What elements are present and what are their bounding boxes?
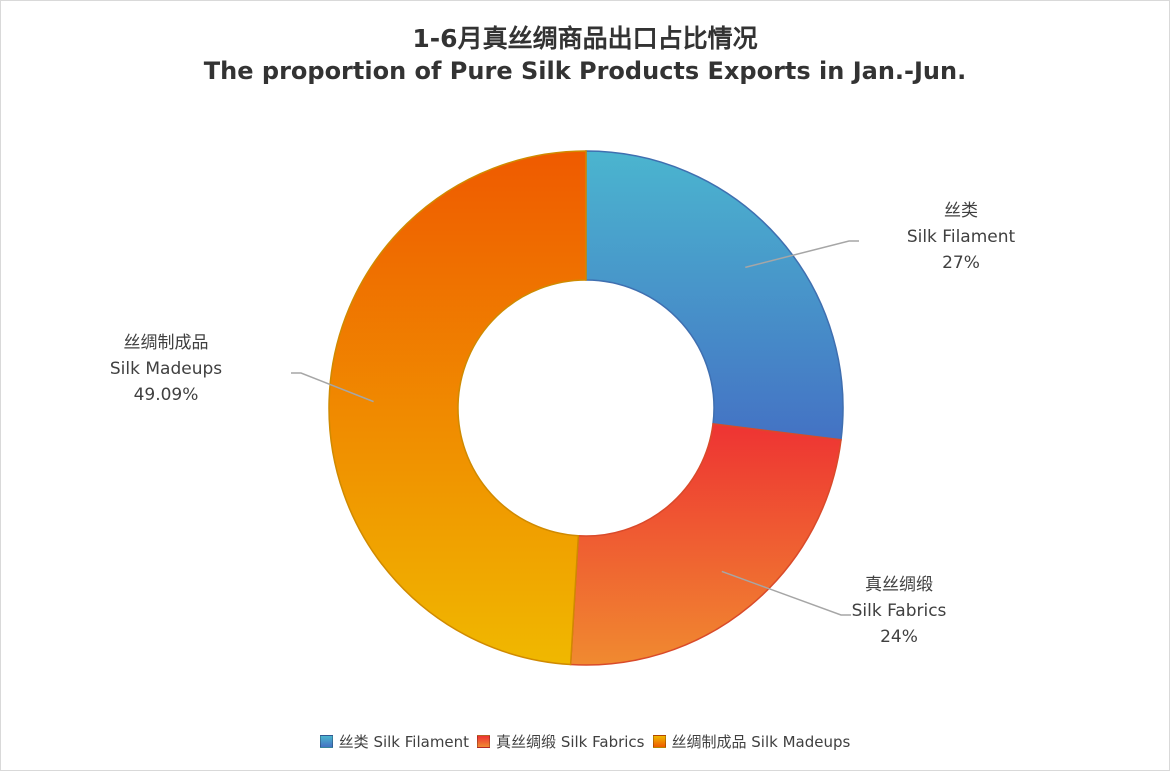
- data-label-en-3: Silk Madeups: [110, 359, 222, 379]
- leader-line-3: [291, 372, 374, 403]
- data-label-value-3: 49.09%: [134, 385, 199, 405]
- data-label-en-1: Silk Filament: [907, 227, 1016, 247]
- leader-line-1: [745, 240, 859, 269]
- donut-slice-3: [328, 150, 587, 666]
- data-label-en-2: Silk Fabrics: [852, 601, 947, 621]
- chart-subtitle: The proportion of Pure Silk Products Exp…: [203, 57, 967, 85]
- legend-label-3: 丝绸制成品 Silk Madeups: [671, 733, 851, 751]
- legend-label-2: 真丝绸缎 Silk Fabrics: [496, 733, 645, 751]
- chart-legend: 丝类 Silk Filament 真丝绸缎 Silk Fabrics 丝绸制成品 S…: [1, 731, 1169, 752]
- legend-swatch-3: [652, 735, 666, 748]
- leader-line-2: [721, 570, 851, 616]
- chart-title: 1-6月真丝绸商品出口占比情况: [412, 24, 758, 53]
- legend-item-3: 丝绸制成品 Silk Madeups: [652, 731, 851, 752]
- data-label-cn-2: 真丝绸缎: [865, 575, 933, 595]
- data-label-value-1: 27%: [942, 253, 980, 273]
- legend-item-2: 真丝绸缎 Silk Fabrics: [477, 731, 645, 752]
- legend-swatch-2: [477, 735, 491, 748]
- donut-slice-2: [569, 423, 842, 666]
- legend-item-1: 丝类 Silk Filament: [319, 731, 470, 752]
- legend-label-1: 丝类 Silk Filament: [338, 733, 470, 751]
- data-label-cn-1: 丝类: [944, 201, 978, 221]
- legend-swatch-1: [319, 735, 333, 748]
- data-label-value-2: 24%: [880, 627, 918, 647]
- donut-slice-1: [585, 150, 844, 441]
- data-label-cn-3: 丝绸制成品: [124, 333, 209, 353]
